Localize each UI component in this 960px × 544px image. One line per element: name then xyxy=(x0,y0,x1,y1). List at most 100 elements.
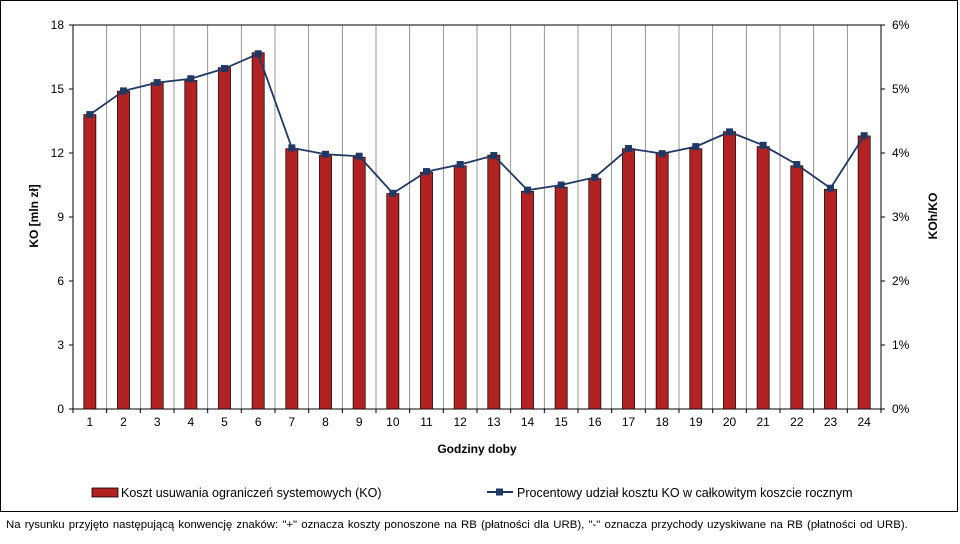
y-right-tick-label: 5% xyxy=(892,82,910,96)
line-marker xyxy=(322,150,329,158)
y-left-tick-label: 12 xyxy=(51,146,65,160)
legend-marker-icon xyxy=(496,488,503,496)
y-right-tick-label: 2% xyxy=(892,274,910,288)
x-tick-label: 3 xyxy=(154,415,161,429)
bar xyxy=(285,148,299,410)
chart-frame: 0 3 6 9 12 15 18 0% 1% 2% 3% 4% 5% 6% 1 2 3 4 5 6 7 8 9 10 11 12 1… xyxy=(0,0,958,512)
line-series xyxy=(86,50,868,197)
line-marker xyxy=(86,111,94,119)
bar xyxy=(83,114,97,410)
y-left-tick-label: 0 xyxy=(57,402,64,416)
line-marker xyxy=(490,152,498,160)
x-tick-label: 1 xyxy=(86,415,93,429)
bar xyxy=(150,82,164,410)
bar xyxy=(420,171,433,410)
y-axis-right-title: KOh/KO xyxy=(926,193,940,240)
bar xyxy=(184,80,198,410)
line-marker xyxy=(658,150,666,158)
line-marker xyxy=(120,87,127,95)
x-axis-title: Godziny doby xyxy=(437,442,517,456)
line-marker xyxy=(288,144,296,152)
x-tick-label: 11 xyxy=(420,415,433,429)
bar xyxy=(117,90,130,410)
bar xyxy=(824,188,837,410)
y-right-tick-label: 4% xyxy=(892,146,910,160)
y-right-tick-label: 6% xyxy=(892,18,910,32)
bar xyxy=(352,156,366,410)
bar xyxy=(554,186,568,410)
legend-item-line: Procentowy udział kosztu KO w całkowitym… xyxy=(487,486,853,500)
line-marker xyxy=(827,184,834,192)
x-tick-label: 5 xyxy=(221,415,228,429)
x-tick-label: 22 xyxy=(790,415,804,429)
line-marker xyxy=(456,161,464,169)
y-left-tick-label: 15 xyxy=(51,82,65,96)
line-marker xyxy=(591,173,599,181)
x-tick-label: 10 xyxy=(386,415,400,429)
line-marker xyxy=(557,181,565,189)
x-tick-label: 2 xyxy=(120,415,127,429)
legend-bar-swatch xyxy=(91,487,119,498)
line-marker xyxy=(423,168,430,176)
bar xyxy=(319,154,332,410)
line-marker xyxy=(389,189,397,197)
x-tick-label: 21 xyxy=(756,415,770,429)
bar xyxy=(453,165,467,410)
x-tick-label: 6 xyxy=(255,415,262,429)
line-marker xyxy=(759,141,767,149)
bar xyxy=(386,193,400,410)
gridlines xyxy=(106,25,848,409)
bar xyxy=(655,152,669,410)
bar xyxy=(487,154,501,410)
bar xyxy=(521,191,534,410)
line-marker xyxy=(153,79,161,87)
line-marker xyxy=(793,161,801,169)
x-tick-label: 4 xyxy=(187,415,194,429)
y-right-tick-label: 1% xyxy=(892,338,910,352)
x-tick-label: 7 xyxy=(288,415,295,429)
x-tick-label: 16 xyxy=(588,415,602,429)
bar xyxy=(723,131,736,410)
footnote: Na rysunku przyjęto następującą konwencj… xyxy=(6,519,908,531)
y-right-tick-label: 0% xyxy=(892,402,910,416)
bar xyxy=(622,148,635,410)
x-tick-label: 9 xyxy=(356,415,363,429)
line-marker xyxy=(221,65,228,73)
x-tick-label: 17 xyxy=(622,415,636,429)
x-tick-label: 23 xyxy=(824,415,838,429)
x-tick-label: 13 xyxy=(487,415,501,429)
line-marker xyxy=(625,145,632,153)
line-marker xyxy=(860,132,868,140)
bar xyxy=(790,165,804,410)
bar xyxy=(857,135,871,410)
bar xyxy=(218,67,231,410)
x-tick-label: 20 xyxy=(723,415,737,429)
bar xyxy=(251,52,265,410)
line-marker xyxy=(524,186,531,194)
bar xyxy=(756,146,770,410)
legend: Koszt usuwania ograniczeń systemowych (K… xyxy=(91,486,853,500)
bar xyxy=(588,178,602,410)
x-tick-label: 12 xyxy=(453,415,467,429)
y-left-tick-label: 3 xyxy=(57,338,64,352)
x-tick-label: 15 xyxy=(554,415,568,429)
y-left-tick-label: 9 xyxy=(57,210,64,224)
x-tick-label: 19 xyxy=(689,415,703,429)
legend-bar-label: Koszt usuwania ograniczeń systemowych (K… xyxy=(121,486,382,500)
y-left-tick-label: 6 xyxy=(57,274,64,288)
x-tick-label: 24 xyxy=(857,415,871,429)
y-right-tick-label: 3% xyxy=(892,210,910,224)
line-marker xyxy=(187,75,195,83)
line-marker xyxy=(726,128,733,136)
line-marker xyxy=(692,143,700,151)
bar xyxy=(689,148,703,410)
x-tick-label: 14 xyxy=(521,415,535,429)
legend-item-bars: Koszt usuwania ograniczeń systemowych (K… xyxy=(91,486,382,500)
line-marker xyxy=(254,50,262,58)
line-marker xyxy=(355,152,363,160)
y-axis-left-title: KO [mln zł] xyxy=(27,184,41,247)
bar-series xyxy=(83,52,871,410)
y-left-tick-label: 18 xyxy=(51,18,65,32)
